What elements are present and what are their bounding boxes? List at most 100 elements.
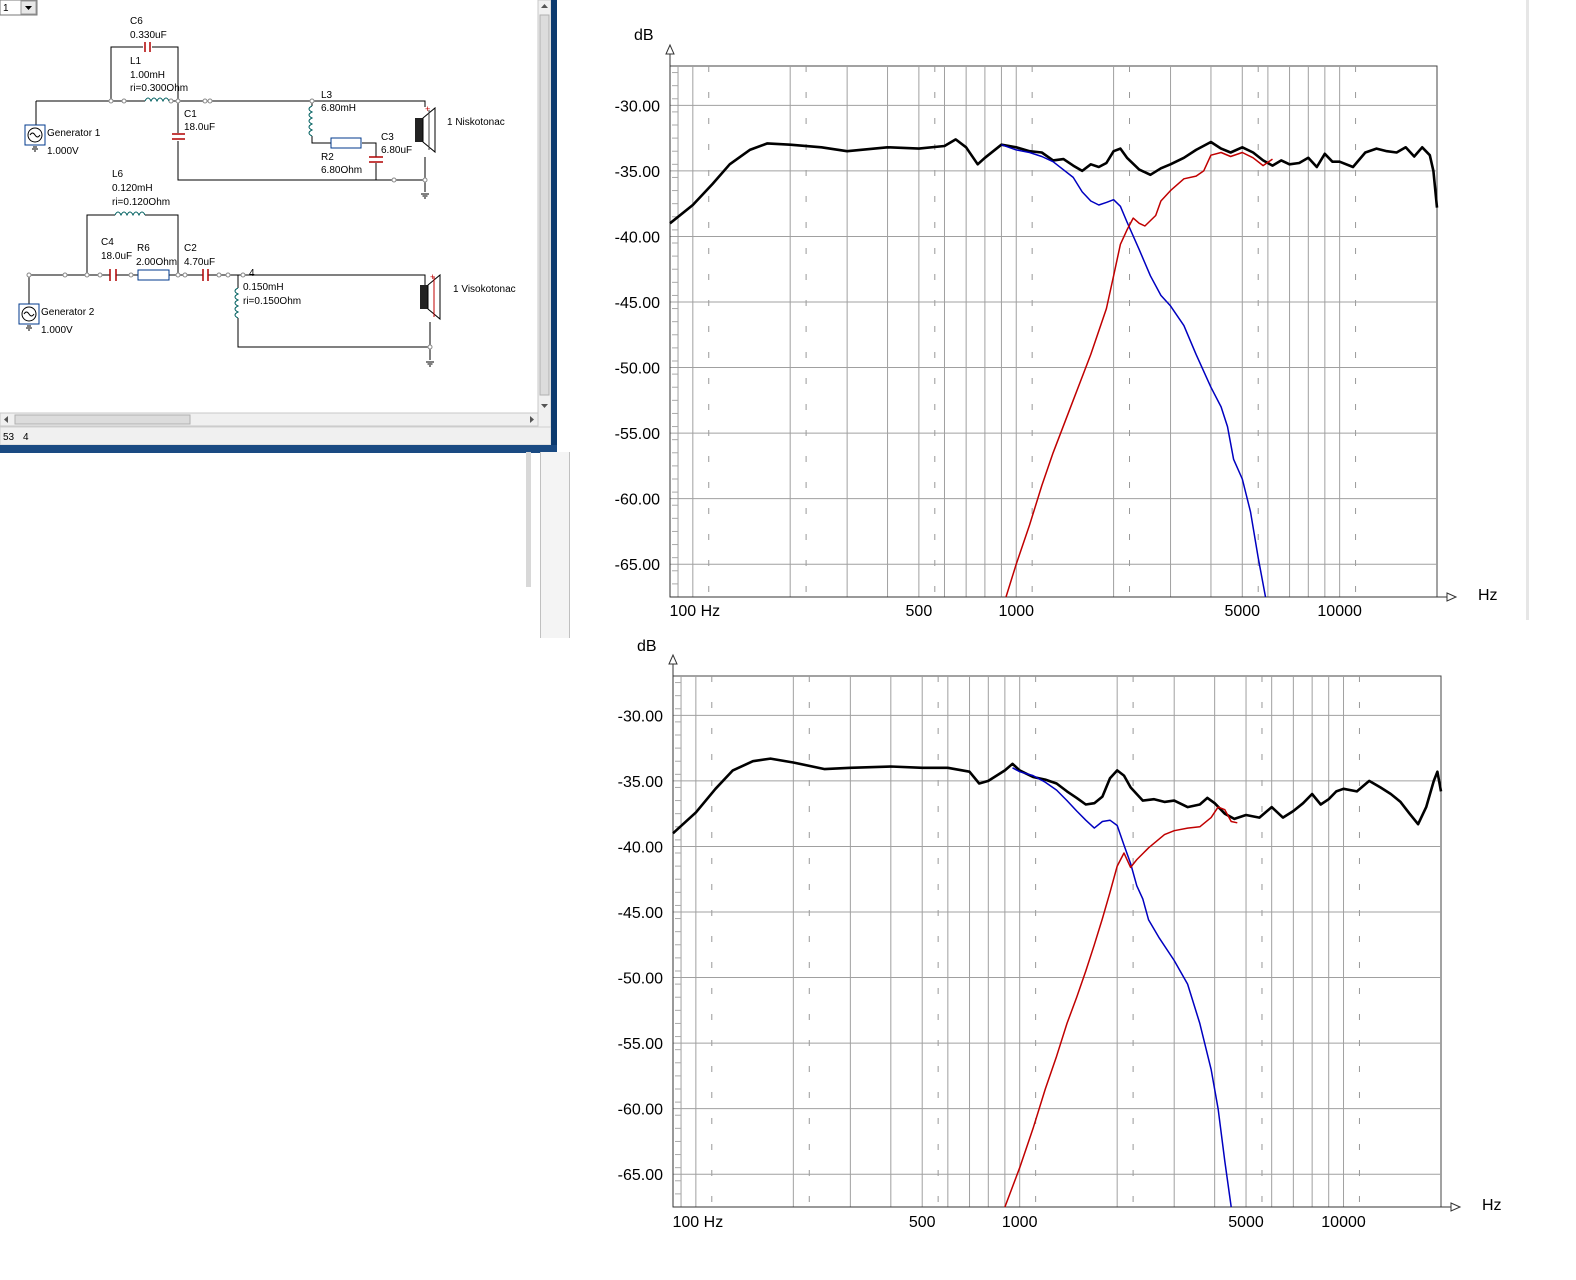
- r2-resistor[interactable]: [330, 137, 362, 149]
- x-tick-label: 100 Hz: [673, 1214, 724, 1231]
- y-tick-label: -35.00: [618, 774, 663, 791]
- r2-value: 6.80Ohm: [321, 165, 362, 176]
- tweeter-inductor[interactable]: [234, 287, 240, 319]
- tweeter-inductor-value: 0.150mH: [243, 282, 284, 293]
- y-tick-label: -65.00: [615, 557, 660, 574]
- l6-value: 0.120mH: [112, 183, 153, 194]
- x-tick-label: 500: [906, 603, 933, 620]
- scroll-right-arrow-icon[interactable]: [530, 416, 534, 423]
- y-tick-label: -30.00: [615, 98, 660, 115]
- x-tick-label: 5000: [1228, 1214, 1264, 1231]
- ground-icon: [421, 193, 429, 199]
- l6-label: L6: [112, 169, 124, 180]
- r6-value: 2.00Ohm: [136, 257, 177, 268]
- generator-2-icon[interactable]: [18, 303, 40, 331]
- series-line-2: [1012, 767, 1232, 1208]
- status-right: 4: [23, 432, 29, 443]
- l6-ri: ri=0.120Ohm: [112, 197, 170, 208]
- generator-1-icon[interactable]: [24, 124, 46, 152]
- series-line-1: [669, 138, 1439, 225]
- y-tick-label: -45.00: [618, 905, 663, 922]
- l6-inductor[interactable]: [114, 211, 146, 217]
- series-line-2: [1001, 143, 1267, 598]
- scroll-up-arrow-icon[interactable]: [541, 4, 548, 8]
- y-axis-arrow-icon: [668, 653, 678, 665]
- l3-label: L3: [321, 90, 333, 101]
- ground-icon: [426, 361, 434, 367]
- window-border-bottom: [0, 445, 557, 453]
- y-axis-label: dB: [637, 638, 657, 655]
- tweeter-wires: [28, 214, 431, 360]
- scroll-left-arrow-icon[interactable]: [4, 416, 8, 423]
- window-border-right: [551, 0, 557, 452]
- y-tick-label: -55.00: [615, 426, 660, 443]
- c6-capacitor[interactable]: [144, 42, 151, 52]
- x-tick-label: 1000: [1002, 1214, 1038, 1231]
- l3-value: 6.80mH: [321, 103, 356, 114]
- generator-1-value: 1.000V: [47, 146, 79, 157]
- y-tick-label: -60.00: [618, 1102, 663, 1119]
- status-bar: [0, 426, 552, 446]
- x-tick-label: 10000: [1321, 1214, 1366, 1231]
- y-tick-label: -50.00: [615, 361, 660, 378]
- l1-inductor[interactable]: [144, 97, 170, 103]
- series-line-3: [1004, 806, 1238, 1208]
- c1-value: 18.0uF: [184, 122, 215, 133]
- horizontal-scroll-thumb[interactable]: [14, 414, 191, 425]
- series-line-3: [1005, 151, 1273, 598]
- background-window-edge: [1526, 0, 1529, 620]
- y-tick-label: -30.00: [618, 708, 663, 725]
- y-tick-label: -50.00: [618, 971, 663, 988]
- y-tick-label: -60.00: [615, 492, 660, 509]
- y-tick-label: -45.00: [615, 295, 660, 312]
- y-tick-label: -35.00: [615, 164, 660, 181]
- r6-resistor[interactable]: [137, 269, 170, 281]
- generator-2-label: Generator 2: [41, 307, 95, 318]
- r2-label: R2: [321, 152, 334, 163]
- x-tick-label: 500: [909, 1214, 936, 1231]
- c4-capacitor[interactable]: [109, 269, 117, 281]
- c2-value: 4.70uF: [184, 257, 215, 268]
- x-axis-arrow-icon: [1450, 1202, 1462, 1212]
- background-window-edge: [526, 452, 570, 638]
- svg-text:+: +: [425, 104, 430, 114]
- y-axis-arrow-icon: [665, 43, 675, 55]
- x-tick-label: 100 Hz: [669, 603, 720, 620]
- woofer-nodes: [108, 98, 428, 183]
- series-line-1: [672, 757, 1443, 835]
- c1-capacitor[interactable]: [172, 133, 185, 140]
- c4-label: C4: [101, 237, 114, 248]
- c3-value: 6.80uF: [381, 145, 412, 156]
- y-tick-label: -65.00: [618, 1167, 663, 1184]
- tweeter-speaker-icon[interactable]: +: [420, 272, 441, 321]
- c2-capacitor[interactable]: [202, 269, 209, 281]
- scroll-down-arrow-icon[interactable]: [541, 404, 548, 408]
- speaker-icon[interactable]: +: [415, 104, 436, 154]
- woofer-wires: [35, 46, 426, 192]
- x-tick-label: 1000: [998, 603, 1034, 620]
- c4-value: 18.0uF: [101, 251, 132, 262]
- plot-area: [672, 675, 1442, 1208]
- c6-value: 0.330uF: [130, 30, 167, 41]
- generator-2-value: 1.000V: [41, 325, 73, 336]
- c3-label: C3: [381, 132, 394, 143]
- c6-label: C6: [130, 16, 143, 27]
- x-axis-label: Hz: [1482, 1197, 1502, 1214]
- node-label: 4: [249, 268, 255, 279]
- l3-inductor[interactable]: [308, 105, 314, 137]
- status-left: 53: [3, 432, 15, 443]
- y-tick-label: -55.00: [618, 1036, 663, 1053]
- tweeter-speaker-label: 1 Visokotonac: [453, 284, 516, 295]
- y-tick-label: -40.00: [618, 839, 663, 856]
- c3-capacitor[interactable]: [369, 156, 383, 163]
- page-combo-value: 1: [3, 3, 9, 14]
- svg-text:+: +: [430, 272, 435, 282]
- x-axis-arrow-icon: [1446, 592, 1458, 602]
- y-axis-label: dB: [634, 27, 654, 44]
- x-axis-label: Hz: [1478, 587, 1498, 604]
- y-tick-label: -40.00: [615, 229, 660, 246]
- x-tick-label: 10000: [1317, 603, 1362, 620]
- vertical-scroll-thumb[interactable]: [539, 14, 550, 396]
- l1-value: 1.00mH: [130, 70, 165, 81]
- generator-1-label: Generator 1: [47, 128, 101, 139]
